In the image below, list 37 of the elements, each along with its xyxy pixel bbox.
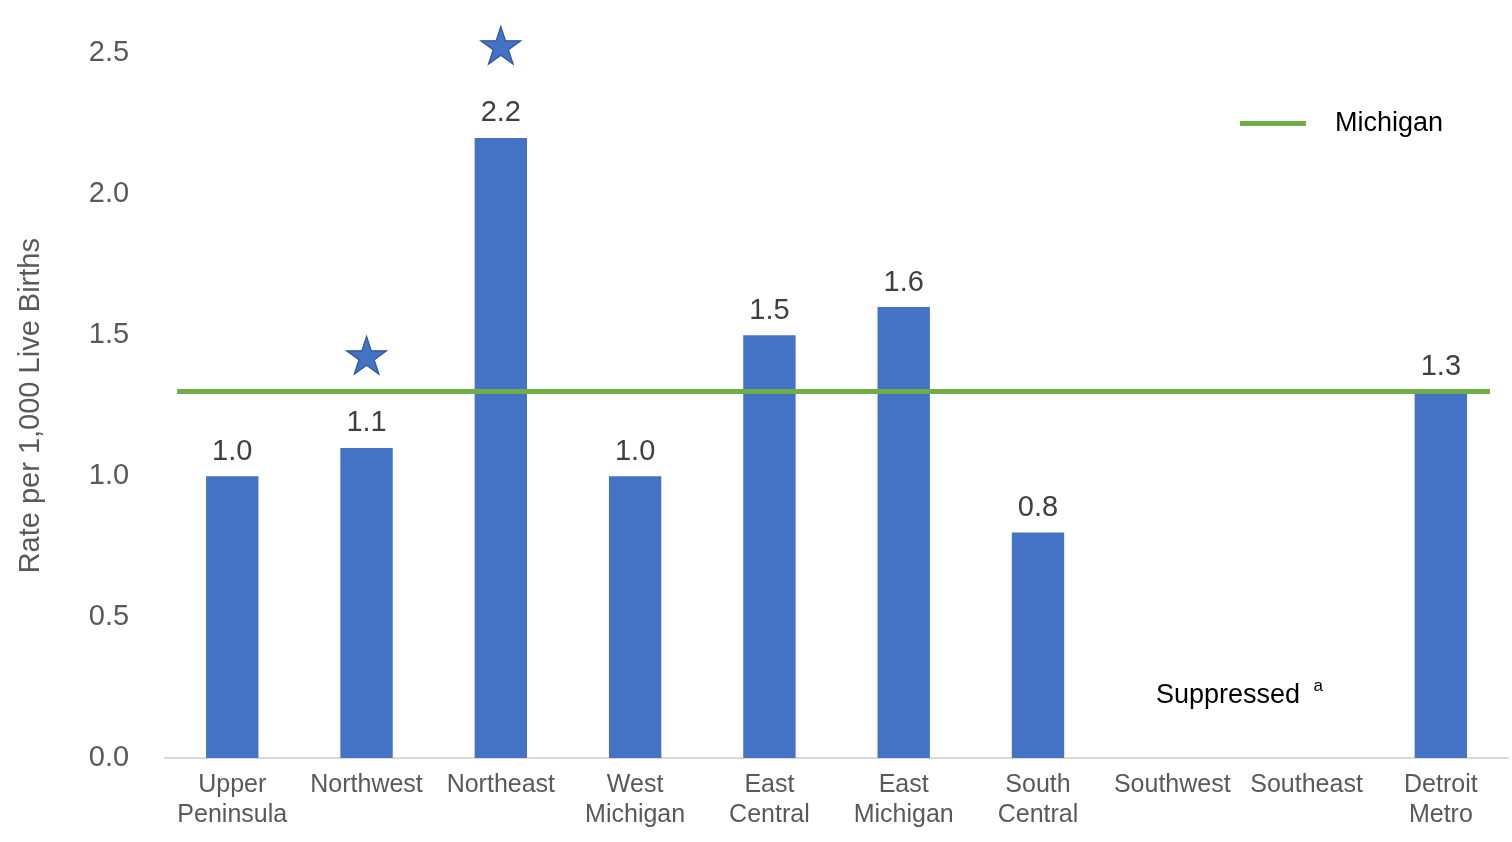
annotation: ★ <box>343 327 390 386</box>
bar <box>1414 391 1468 758</box>
x-tick-label: Detroit Metro <box>1404 768 1478 827</box>
y-tick-label: 0.5 <box>88 599 130 632</box>
x-tick-label: East Michigan <box>853 768 954 827</box>
data-label: 0.8 <box>1017 490 1059 523</box>
x-tick-label: Southeast <box>1250 768 1363 797</box>
data-label: 1.0 <box>614 433 656 466</box>
bar <box>340 447 393 758</box>
bar <box>743 335 796 758</box>
bar <box>877 307 930 758</box>
x-tick-label: South Central <box>997 768 1079 827</box>
data-label: 1.6 <box>883 264 924 297</box>
bar <box>474 137 528 758</box>
annotation: Suppressed a <box>1155 675 1324 710</box>
data-label: 1.3 <box>1420 349 1462 382</box>
data-label: 2.2 <box>480 95 521 128</box>
annotation: ★ <box>477 17 525 76</box>
legend-label: Michigan <box>1334 106 1444 137</box>
x-tick-label: Southwest <box>1113 768 1231 797</box>
x-tick-label: Northeast <box>446 768 556 797</box>
y-tick-label: 0.0 <box>88 740 130 772</box>
y-tick-label: 2.5 <box>88 35 130 68</box>
x-tick-label: Northwest <box>310 768 423 797</box>
y-tick-label: 2.0 <box>88 176 130 209</box>
bar <box>608 476 662 758</box>
bar <box>1011 532 1065 758</box>
x-tick-label: West Michigan <box>585 768 686 827</box>
data-label: 1.0 <box>212 433 253 466</box>
y-axis-title: Rate per 1,000 Live Births <box>13 238 46 574</box>
x-tick-label: East Central <box>729 768 810 827</box>
data-label: 1.1 <box>346 405 387 438</box>
x-tick-label: Upper Peninsula <box>177 768 288 827</box>
y-tick-label: 1.5 <box>88 317 130 350</box>
data-label: 1.5 <box>749 292 790 325</box>
y-tick-label: 1.0 <box>88 458 130 491</box>
bar <box>206 476 259 758</box>
